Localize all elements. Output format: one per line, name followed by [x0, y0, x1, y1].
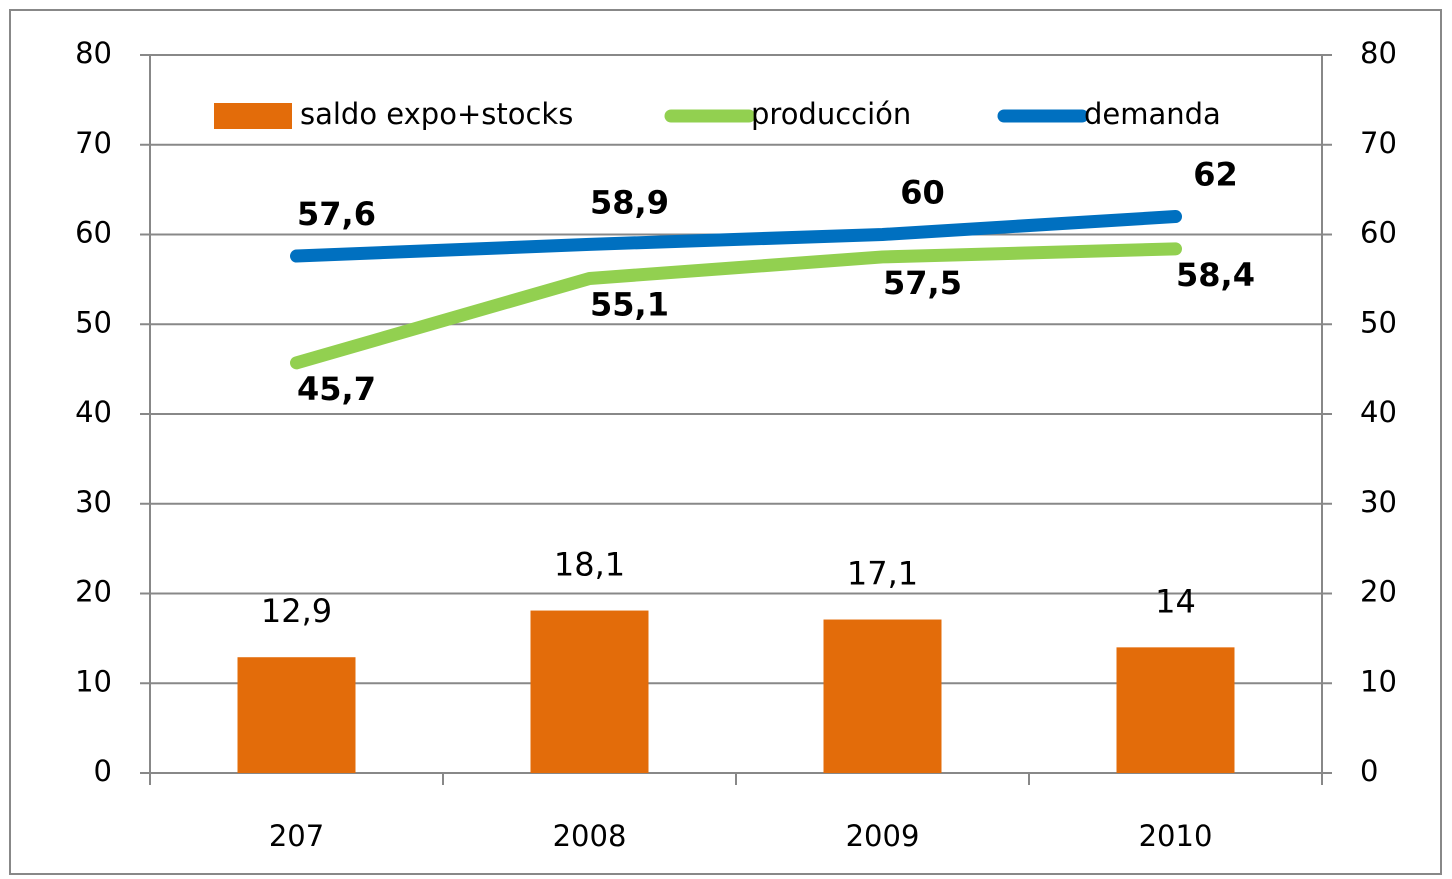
y-tick-label: 70	[75, 126, 112, 160]
y-tick-label: 60	[75, 216, 112, 250]
value-label: 57,5	[883, 264, 962, 302]
y2-tick-label: 80	[1360, 36, 1397, 70]
y2-tick-label: 40	[1360, 395, 1397, 429]
y2-tick-label: 20	[1360, 575, 1397, 609]
value-label: 55,1	[590, 285, 669, 323]
y2-tick-label: 50	[1360, 305, 1397, 339]
bar	[1116, 647, 1235, 773]
legend-label: saldo expo+stocks	[300, 97, 573, 131]
value-label: 18,1	[554, 546, 625, 584]
value-label: 58,9	[590, 183, 669, 221]
y-tick-label: 20	[75, 575, 112, 609]
x-tick-label: 207	[269, 819, 324, 853]
y-tick-label: 10	[75, 664, 112, 698]
legend-label: producción	[751, 97, 911, 131]
line	[290, 210, 1182, 263]
bar	[823, 619, 942, 773]
y2-tick-label: 10	[1360, 664, 1397, 698]
y2-tick-label: 60	[1360, 216, 1397, 250]
y2-tick-label: 0	[1360, 754, 1378, 788]
x-tick-label: 2010	[1139, 819, 1213, 853]
x-tick-label: 2009	[846, 819, 920, 853]
y-tick-label: 0	[94, 754, 112, 788]
bar	[530, 610, 649, 773]
y2-tick-label: 70	[1360, 126, 1397, 160]
value-label: 45,7	[297, 370, 376, 408]
y-tick-label: 30	[75, 485, 112, 519]
legend-label: demanda	[1084, 97, 1221, 131]
y-tick-label: 40	[75, 395, 112, 429]
legend-swatch	[214, 103, 292, 129]
y-tick-label: 80	[75, 36, 112, 70]
x-tick-label: 2008	[553, 819, 627, 853]
value-label: 60	[900, 174, 945, 212]
y-tick-label: 50	[75, 305, 112, 339]
bar	[237, 657, 356, 773]
value-label: 17,1	[847, 555, 918, 593]
value-label: 62	[1193, 156, 1238, 194]
y2-tick-label: 30	[1360, 485, 1397, 519]
value-label: 14	[1155, 582, 1196, 620]
line	[290, 242, 1182, 370]
value-label: 57,6	[297, 195, 376, 233]
value-label: 12,9	[261, 592, 332, 630]
value-label: 58,4	[1176, 256, 1255, 294]
